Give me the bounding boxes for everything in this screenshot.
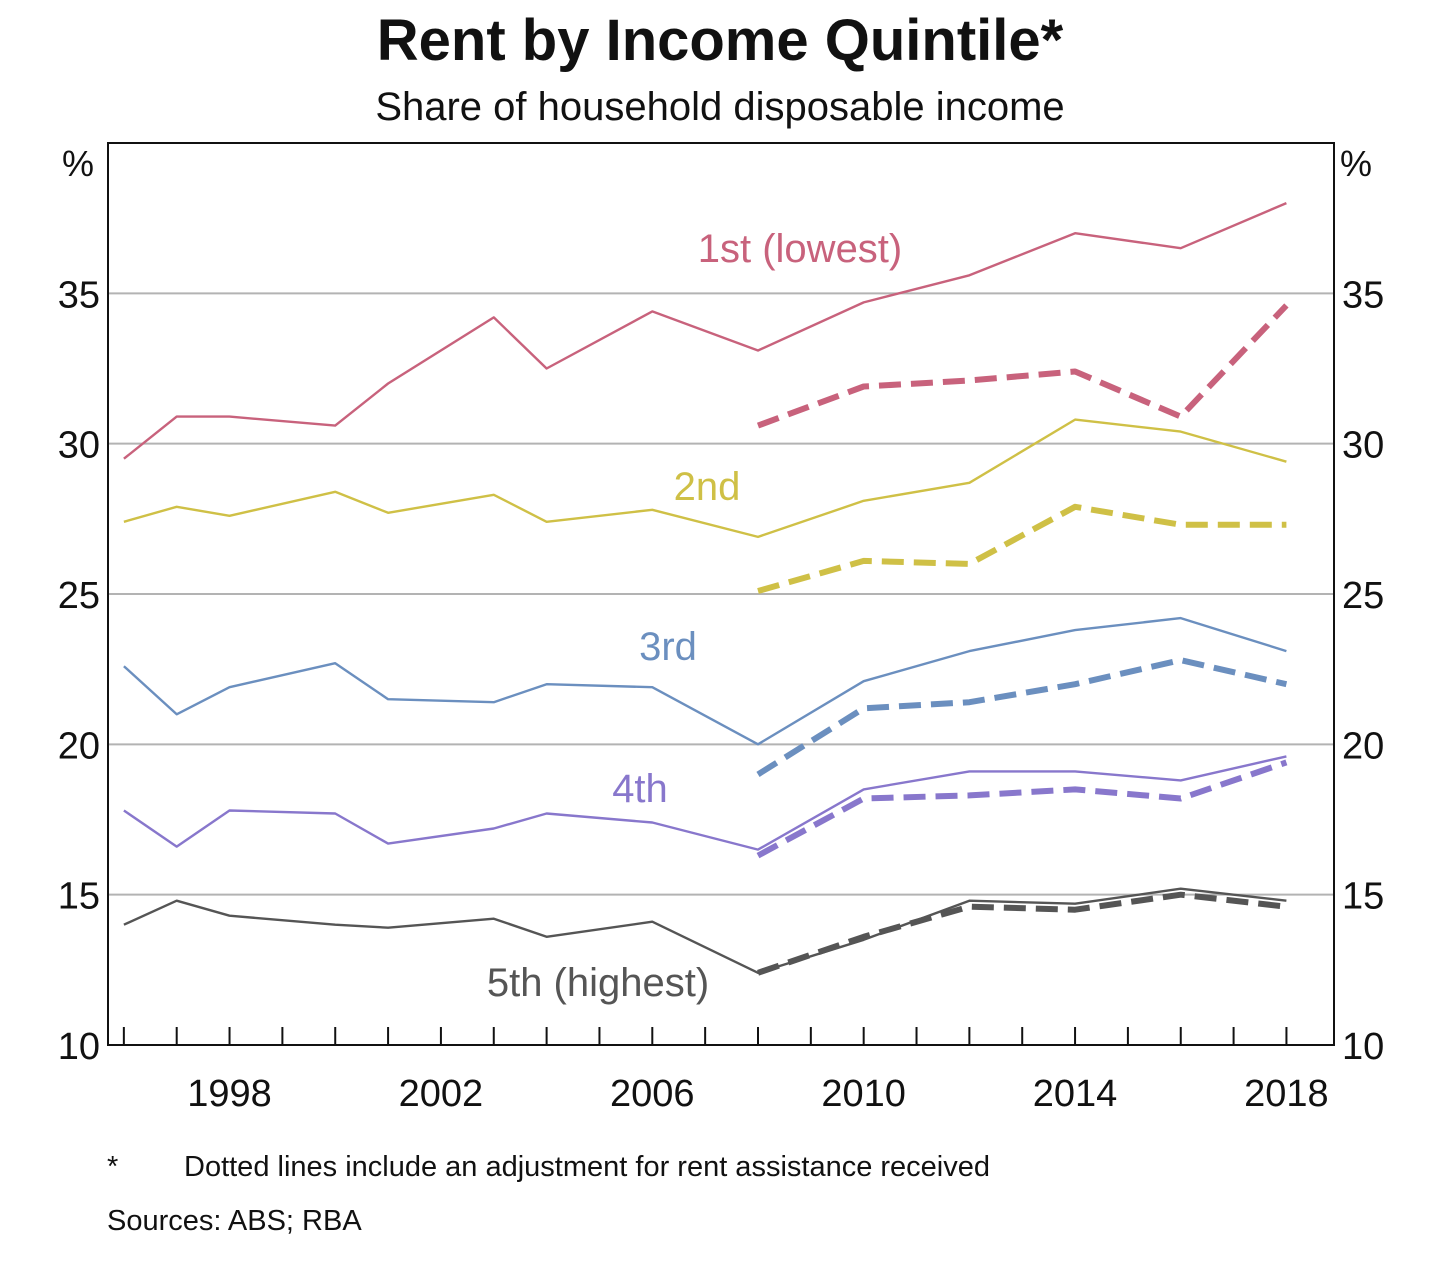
series-line-adjusted-9: [757, 891, 1287, 976]
x-tick-label: 2002: [399, 1073, 484, 1115]
chart-subtitle: Share of household disposable income: [375, 85, 1064, 129]
footnote-marker: *: [107, 1151, 118, 1183]
y-tick-label-right: 20: [1342, 725, 1384, 767]
x-tick-label: 2010: [821, 1073, 906, 1115]
y-tick-label-left: 20: [58, 725, 100, 767]
x-tick-labels: 1998 2002 2006 2010 2014 2018: [187, 1073, 1328, 1115]
y-tick-label-left: 15: [58, 876, 100, 918]
series-line-4: [123, 616, 1287, 746]
y-tick-label-left: 30: [58, 425, 100, 467]
y-tick-label-left: 25: [58, 575, 100, 617]
y-tick-label-right: 10: [1342, 1026, 1384, 1068]
y-tick-label-right: 15: [1342, 876, 1384, 918]
label-4th: 4th: [612, 767, 668, 811]
label-1st: 1st (lowest): [698, 227, 903, 271]
label-5th: 5th (highest): [487, 961, 709, 1005]
footnote-text: Dotted lines include an adjustment for r…: [184, 1151, 990, 1183]
y-tick-label-right: 30: [1342, 425, 1384, 467]
series-lines: [123, 201, 1289, 976]
series-line-6: [123, 755, 1287, 851]
label-3rd: 3rd: [639, 625, 697, 669]
x-minor-ticks: [122, 1027, 1288, 1045]
y-tick-label-right: 25: [1342, 575, 1384, 617]
series-line-adjusted-5: [756, 657, 1288, 777]
y-unit-right: %: [1340, 143, 1372, 184]
series-line-adjusted-3: [757, 503, 1287, 594]
chart-title: Rent by Income Quintile*: [377, 8, 1064, 73]
series-line-adjusted-7: [756, 759, 1288, 859]
y-tick-label-right: 35: [1342, 274, 1384, 316]
x-tick-label: 2018: [1244, 1073, 1329, 1115]
series-labels: 1st (lowest) 2nd 3rd 4th 5th (highest): [487, 227, 902, 1005]
series-line-2: [123, 418, 1287, 539]
x-tick-label: 2006: [610, 1073, 695, 1115]
series-line-0: [123, 201, 1287, 460]
plot-frame: [107, 142, 1335, 1046]
x-tick-label: 2014: [1033, 1073, 1118, 1115]
y-tick-labels: 10 10 15 15 20 20 25 25 30 30 35 35: [58, 274, 1385, 1068]
x-tick-label: 1998: [187, 1073, 272, 1115]
label-2nd: 2nd: [674, 465, 741, 509]
series-line-8: [123, 887, 1287, 974]
y-unit-left: %: [62, 143, 94, 184]
y-tick-label-left: 35: [58, 274, 100, 316]
y-tick-label-left: 10: [58, 1026, 100, 1068]
gridlines: [108, 292, 1334, 896]
sources-text: Sources: ABS; RBA: [107, 1205, 362, 1237]
series-line-adjusted-1: [756, 303, 1289, 429]
